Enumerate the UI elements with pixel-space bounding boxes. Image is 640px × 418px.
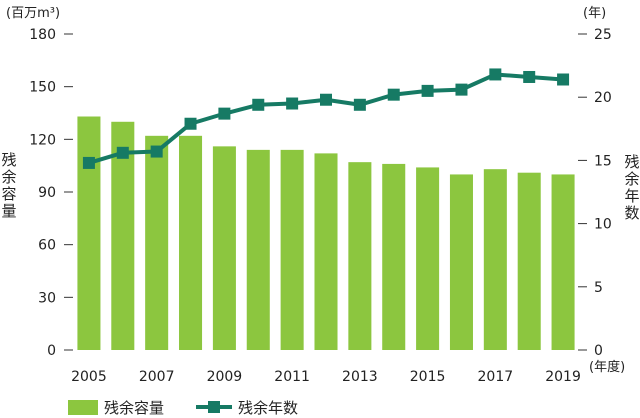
bar-2016 [449, 174, 473, 350]
left-tick-label: 90 [38, 185, 56, 201]
bar-2015 [416, 167, 440, 350]
legend-line-label: 残余年数 [238, 399, 298, 417]
line-point-2016 [455, 83, 468, 96]
bar-2006 [111, 121, 135, 350]
left-tick-label: 60 [38, 238, 56, 254]
left-tick-label: 30 [38, 290, 56, 306]
bar-2014 [382, 163, 406, 350]
line-point-2011 [286, 97, 299, 110]
line-point-2015 [421, 84, 434, 97]
line-point-2012 [320, 93, 332, 106]
x-tick-label: 2007 [139, 369, 175, 385]
right-axis: (年) 0 5 10 15 20 25 [578, 6, 612, 359]
x-tick-label: 2009 [207, 369, 243, 385]
line-point-2006 [116, 146, 129, 159]
right-tick-label: 5 [594, 280, 603, 296]
left-tick-label: 180 [29, 27, 56, 43]
left-tick-label: 150 [29, 80, 56, 96]
line-series [82, 68, 570, 169]
right-tick-label: 10 [594, 217, 612, 233]
line-point-2008 [184, 117, 197, 130]
right-tick-label: 25 [594, 27, 612, 43]
right-tick-label: 15 [594, 153, 612, 169]
line-point-2019 [557, 73, 570, 86]
bar-2007 [145, 135, 169, 350]
bar-2012 [314, 153, 338, 350]
line-point-2009 [218, 107, 231, 120]
x-tick-label: 2005 [71, 369, 107, 385]
x-tick-label: 2017 [478, 369, 514, 385]
x-tick-label: 2019 [545, 369, 581, 385]
line-point-2013 [353, 98, 366, 111]
bar-2009 [212, 146, 236, 350]
line-point-2005 [82, 156, 95, 169]
line-point-2007 [150, 145, 163, 158]
legend-bar-label: 残余容量 [104, 399, 164, 417]
x-tick-label: 2011 [274, 369, 310, 385]
x-tick-label: 2013 [342, 369, 378, 385]
bar-2013 [348, 162, 372, 350]
line-point-2014 [387, 88, 400, 101]
bar-2010 [246, 149, 270, 350]
line-point-2010 [252, 98, 265, 111]
left-axis-unit: (百万m³) [6, 6, 60, 21]
x-axis: (年度) 2005 2007 2009 2011 2013 2015 2017 2019 [71, 359, 625, 385]
legend-bar-swatch [68, 400, 98, 415]
bar-2008 [179, 135, 203, 350]
legend: 残余容量 残余年数 [68, 399, 298, 417]
bar-2005 [77, 116, 101, 350]
bar-series [77, 116, 575, 350]
right-tick-label: 0 [594, 343, 603, 359]
line-point-2018 [523, 70, 536, 83]
bar-2011 [280, 149, 304, 350]
left-tick-label: 120 [29, 132, 56, 148]
right-axis-label: 残余年数 [624, 153, 639, 222]
right-tick-label: 20 [594, 90, 612, 106]
right-axis-unit: (年) [583, 6, 606, 21]
left-axis: (百万m³) 0 30 60 90 120 150 180 [6, 6, 73, 359]
line-point-2017 [489, 68, 502, 81]
bar-2018 [517, 172, 541, 350]
legend-marker-swatch [208, 401, 220, 413]
left-tick-label: 0 [47, 343, 56, 359]
bar-2017 [483, 169, 507, 350]
bar-2019 [551, 174, 575, 350]
left-axis-label: 残余容量 [1, 151, 16, 220]
x-tick-label: 2015 [410, 369, 446, 385]
x-axis-unit: (年度) [589, 359, 625, 375]
